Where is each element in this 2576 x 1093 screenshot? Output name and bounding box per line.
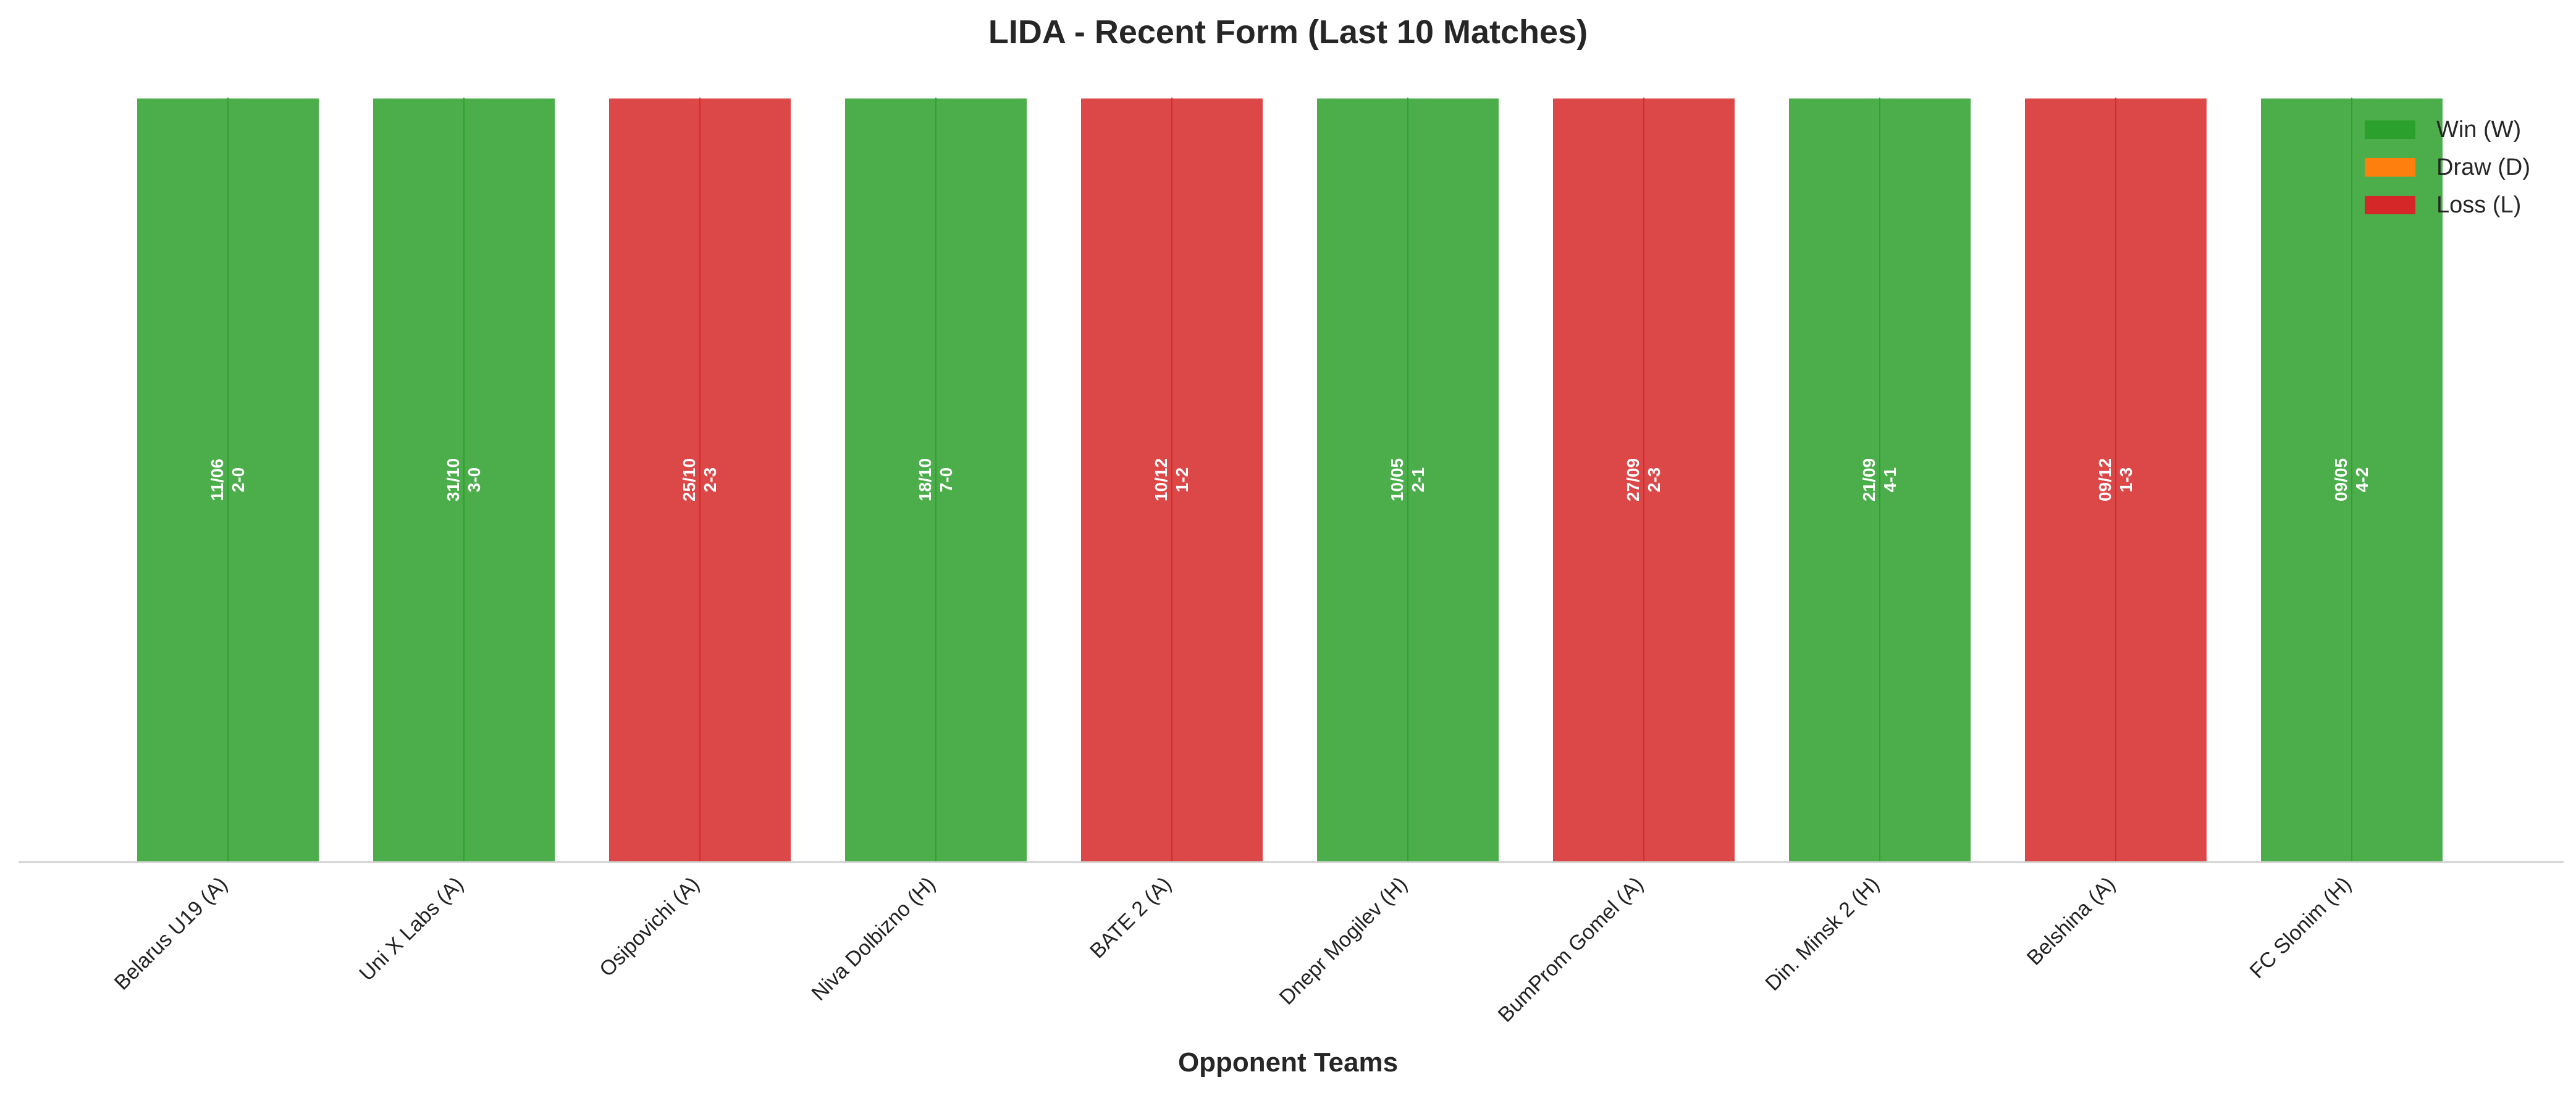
match-score-9: 1-3: [2116, 467, 2136, 492]
match-date-8: 21/09: [1859, 458, 1879, 501]
bar-data-label-6: 10/05 2-1: [1387, 458, 1428, 501]
x-tick-label-10: FC Slonim (H): [2246, 873, 2356, 983]
match-score-4: 7-0: [937, 467, 956, 492]
match-date-2: 31/10: [444, 458, 463, 501]
legend-label-l: Loss (L): [2436, 192, 2521, 218]
x-tick-label-9: Belshina (A): [2022, 873, 2120, 970]
match-score-10: 4-2: [2352, 467, 2372, 492]
match-score-8: 4-1: [1880, 467, 1900, 492]
match-score-2: 3-0: [465, 467, 484, 492]
legend-swatch-w: [2365, 120, 2415, 139]
legend-label-d: Draw (D): [2436, 154, 2530, 180]
legend-swatch-d: [2365, 158, 2415, 177]
bar-data-label-3: 25/10 2-3: [680, 458, 720, 501]
x-tick-label-5: BATE 2 (A): [1085, 873, 1176, 963]
bar-data-label-5: 10/12 1-2: [1151, 458, 1192, 501]
legend-label-w: Win (W): [2436, 117, 2521, 143]
match-date-3: 25/10: [680, 458, 699, 501]
match-date-9: 09/12: [2095, 458, 2115, 501]
match-date-7: 27/09: [1623, 458, 1643, 501]
bar-data-label-4: 18/10 7-0: [915, 458, 956, 501]
match-date-1: 11/06: [208, 459, 227, 501]
match-score-6: 2-1: [1408, 467, 1428, 492]
x-tick-label-6: Dnepr Mogilev (H): [1275, 873, 1412, 1010]
bar-data-label-9: 09/12 1-3: [2095, 458, 2136, 501]
bar-data-label-2: 31/10 3-0: [444, 458, 484, 501]
x-tick-labels: Belarus U19 (A) Uni X Labs (A) Osipovichi …: [110, 873, 2356, 1027]
x-tick-label-1: Belarus U19 (A): [110, 873, 232, 995]
match-date-6: 10/05: [1387, 458, 1407, 501]
bar-data-label-8: 21/09 4-1: [1859, 458, 1900, 501]
x-tick-label-3: Osipovichi (A): [595, 873, 704, 982]
x-tick-label-7: BumProm Gomel (A): [1494, 873, 1648, 1027]
bar-data-label-10: 09/05 4-2: [2331, 458, 2372, 501]
match-date-10: 09/05: [2331, 458, 2351, 501]
bar-data-label-1: 11/06 2-0: [208, 459, 248, 501]
x-axis-label: Opponent Teams: [1178, 1047, 1398, 1078]
legend: Win (W) Draw (D) Loss (L): [2365, 117, 2530, 218]
match-score-1: 2-0: [229, 467, 248, 492]
match-score-7: 2-3: [1644, 467, 1664, 492]
x-tick-label-8: Din. Minsk 2 (H): [1761, 873, 1884, 995]
legend-swatch-l: [2365, 196, 2415, 214]
match-score-5: 1-2: [1172, 467, 1192, 492]
bar-data-label-7: 27/09 2-3: [1623, 458, 1664, 501]
match-date-4: 18/10: [915, 458, 935, 501]
bars-group: 11/06 2-0 31/10 3-0 25/10 2-3 18/10 7-0 10/12 1-2…: [135, 96, 2444, 863]
chart-title: LIDA - Recent Form (Last 10 Matches): [988, 14, 1588, 51]
x-tick-label-2: Uni X Labs (A): [355, 873, 468, 986]
x-tick-label-4: Niva Dolbizno (H): [807, 873, 940, 1005]
match-score-3: 2-3: [701, 467, 720, 492]
match-date-5: 10/12: [1151, 458, 1171, 501]
